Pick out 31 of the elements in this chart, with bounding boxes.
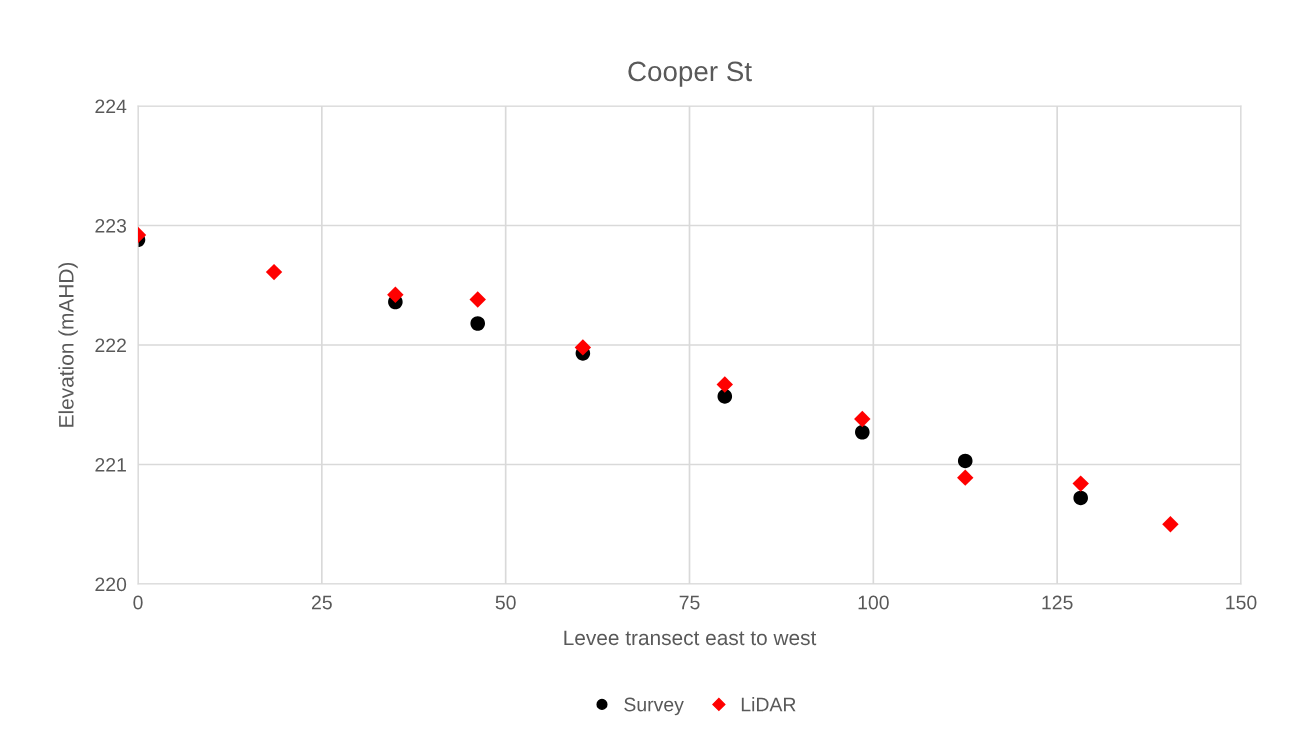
- x-tick-label: 100: [858, 595, 889, 610]
- x-tick-label: 50: [495, 595, 516, 610]
- legend-label: Survey: [624, 697, 684, 716]
- point: [574, 339, 592, 356]
- y-tick-label: 224: [95, 99, 127, 114]
- x-tick-label: 25: [312, 595, 332, 610]
- x-axis-title: Levee transect east to west: [564, 630, 817, 646]
- x-tick-label: 150: [1226, 595, 1257, 610]
- point: [265, 263, 283, 281]
- y-tick-label: 222: [95, 338, 126, 353]
- point: [387, 286, 404, 304]
- y-tick-label: 223: [95, 218, 127, 233]
- point: [957, 469, 974, 486]
- x-tick-label: 125: [1042, 595, 1073, 610]
- point: [1162, 516, 1179, 533]
- point: [957, 453, 973, 469]
- point: [470, 316, 486, 331]
- y-axis-title: Elevation (mAHD): [58, 262, 78, 427]
- point: [469, 291, 486, 308]
- point: [1072, 475, 1089, 492]
- y-tick-label: 220: [95, 577, 127, 592]
- point: [1073, 490, 1088, 506]
- x-tick-label: 0: [133, 595, 143, 610]
- point: [716, 376, 734, 393]
- chart-title: Cooper St: [628, 61, 752, 87]
- x-tick-label: 75: [679, 595, 700, 610]
- point: [855, 424, 870, 440]
- point: [854, 410, 871, 428]
- legend-label: LiDAR: [741, 697, 796, 712]
- y-tick-label: 221: [95, 457, 126, 472]
- point: [717, 389, 733, 404]
